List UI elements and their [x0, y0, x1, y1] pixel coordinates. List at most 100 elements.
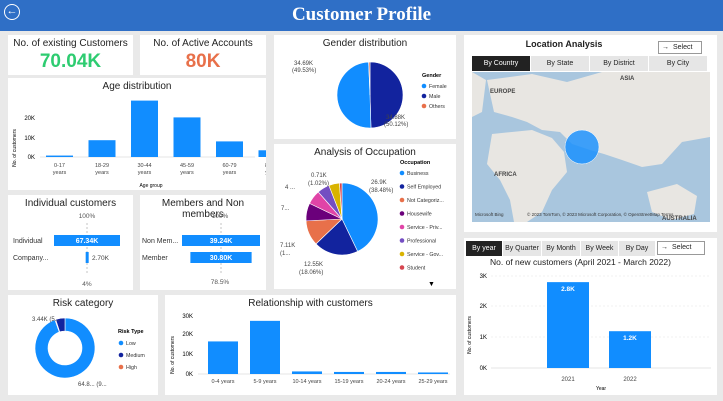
tab-by-week[interactable]: By Week	[581, 241, 618, 256]
age-tick-label: years	[95, 170, 109, 176]
risk-chart: 3.44K (5... 64.8... (9... Risk Type Low M…	[32, 317, 145, 388]
gender-slice	[336, 61, 372, 129]
risk-slice	[55, 317, 66, 333]
rel-ytick: 20K	[182, 332, 193, 338]
occ-legend-label: Self Employed	[407, 185, 441, 191]
gender-card: Gender distribution 34.69K (49.53%) 34.8…	[274, 35, 456, 139]
gender-title: Gender distribution	[322, 38, 408, 49]
rel-tick-label: 5-9 years	[254, 379, 277, 385]
age-distribution-card: Age distribution No. of customers 20K 10…	[8, 78, 266, 190]
new-bar	[609, 331, 651, 368]
rel-bar	[292, 371, 322, 374]
new-customers-card: By year By Quarter By Month By Week By D…	[464, 238, 717, 395]
arrow-right-icon: →	[661, 244, 668, 251]
age-ytick: 0K	[28, 155, 35, 161]
member-value: 30.80K	[210, 255, 233, 262]
occ-legend-marker	[399, 211, 405, 216]
risk-legend-label: Low	[126, 341, 136, 347]
location-select-label: Select	[673, 44, 693, 51]
relationship-chart: No. of customers 30K 20K 10K 0K 0-4 year…	[170, 314, 450, 385]
tab-by-day[interactable]: By Day	[619, 241, 655, 256]
occupation-slice	[315, 218, 359, 256]
rel-bar	[250, 320, 280, 374]
new-customers-chart: No. of customers 3K 2K 1K 0K 2.8K 2021 1.2…	[467, 274, 711, 392]
occ-legend-title: Occupation	[400, 160, 431, 166]
members-bar	[190, 252, 252, 263]
tab-by-quarter[interactable]: By Quarter	[503, 241, 541, 256]
individual-bottom-pct: 4%	[82, 281, 92, 288]
occ-legend-label: Service - Gov...	[407, 252, 443, 258]
world-map[interactable]: ASIA EUROPE AFRICA Microsoft Bing © 2023…	[472, 72, 710, 222]
risk-legend-marker	[118, 364, 124, 370]
map-landmass-africa	[487, 130, 567, 222]
members-top-pct: 100%	[212, 213, 229, 220]
tab-by-country[interactable]: By Country	[472, 56, 530, 71]
gender-slice	[368, 61, 371, 96]
occupation-slice	[341, 182, 379, 252]
new-tick-label: 2021	[561, 377, 575, 383]
occ-legend-label: Housewife	[407, 212, 432, 218]
gender-chart: 34.69K (49.53%) 34.88K (50.12%) Gender F…	[292, 61, 447, 129]
occ-legend-label: Service - Priv...	[407, 225, 443, 231]
rel-bar	[334, 371, 364, 374]
map-landmass-australia	[647, 184, 697, 220]
gender-slice	[369, 61, 404, 129]
gender-legend-label: Female	[429, 84, 447, 90]
occ-label-right-pct: (38.48%)	[369, 188, 393, 194]
kpi-active-accounts: No. of Active Accounts 80K	[140, 35, 266, 75]
gender-legend-marker	[421, 83, 427, 89]
individual-bar	[85, 252, 89, 263]
occ-label-left3: 7.11K	[280, 243, 295, 249]
individual-title: Individual customers	[24, 198, 117, 209]
age-bar	[46, 155, 73, 157]
map-label-africa: AFRICA	[494, 172, 517, 178]
map-bubble-india[interactable]	[564, 129, 600, 165]
members-bottom-pct: 78.5%	[211, 279, 230, 286]
age-xlabel: Age group	[139, 183, 162, 189]
rel-tick-label: 10-14 years	[292, 379, 321, 385]
rel-tick-label: 15-19 years	[334, 379, 363, 385]
gender-label-top-value: 34.69K	[294, 61, 313, 67]
rel-bar	[208, 341, 238, 374]
kpi-active-label: No. of Active Accounts	[153, 38, 253, 49]
risk-label-top: 3.44K (5...	[32, 317, 60, 323]
map-landmass-eurasia	[487, 72, 710, 167]
rel-tick-label: 0-4 years	[212, 379, 235, 385]
kpi-active-value: 80K	[185, 51, 221, 72]
location-title: Location Analysis	[525, 39, 603, 49]
members-chart: 100% Non Mem... Member 39.24K 30.80K 78.5…	[142, 213, 260, 286]
occupation-card: Analysis of Occupation 0.71K (1.02%) 4 .…	[274, 144, 456, 289]
risk-title: Risk category	[52, 298, 114, 309]
company-value: 2.70K	[92, 255, 110, 262]
nonmember-value: 39.24K	[210, 238, 233, 245]
tab-by-month[interactable]: By Month	[542, 241, 580, 256]
new-bar-label: 1.2K	[623, 335, 637, 342]
new-customers-ylabel: No. of customers	[467, 316, 473, 354]
occ-label-left1: 4 ...	[285, 185, 295, 191]
age-tick-label: 30-44	[137, 163, 151, 169]
scroll-down-icon[interactable]: ▼	[428, 281, 435, 288]
tab-by-year[interactable]: By year	[466, 241, 502, 256]
age-tick-label: 18-29	[95, 163, 109, 169]
occ-label-bottom-value: 12.55K	[304, 262, 323, 268]
risk-slice	[34, 317, 96, 379]
map-label-australia: AUSTRALIA	[662, 216, 697, 222]
page-title: Customer Profile	[291, 4, 432, 25]
tab-by-city[interactable]: By City	[649, 56, 707, 71]
location-select-button[interactable]: → Select	[658, 41, 702, 54]
map-attribution: © 2023 TomTom, © 2023 Microsoft Corporat…	[527, 211, 674, 217]
back-arrow-icon[interactable]: ←	[4, 4, 20, 20]
age-bar	[258, 150, 266, 157]
tab-by-state[interactable]: By State	[531, 56, 589, 71]
period-select-button[interactable]: → Select	[657, 241, 705, 255]
members-card: Members and Non members 100% Non Mem... …	[140, 195, 266, 290]
gender-label-top-pct: (49.53%)	[292, 68, 316, 74]
new-customers-title: No. of new customers (April 2021 - March…	[490, 257, 671, 267]
age-ytick: 10K	[24, 136, 35, 142]
tab-by-district[interactable]: By District	[590, 56, 648, 71]
gender-legend-label: Male	[429, 94, 441, 100]
age-tick-label: 0-17	[54, 163, 65, 169]
individual-row-label: Individual	[13, 238, 43, 245]
members-title: Members and Non members	[161, 198, 245, 220]
member-row-label: Member	[142, 255, 168, 262]
